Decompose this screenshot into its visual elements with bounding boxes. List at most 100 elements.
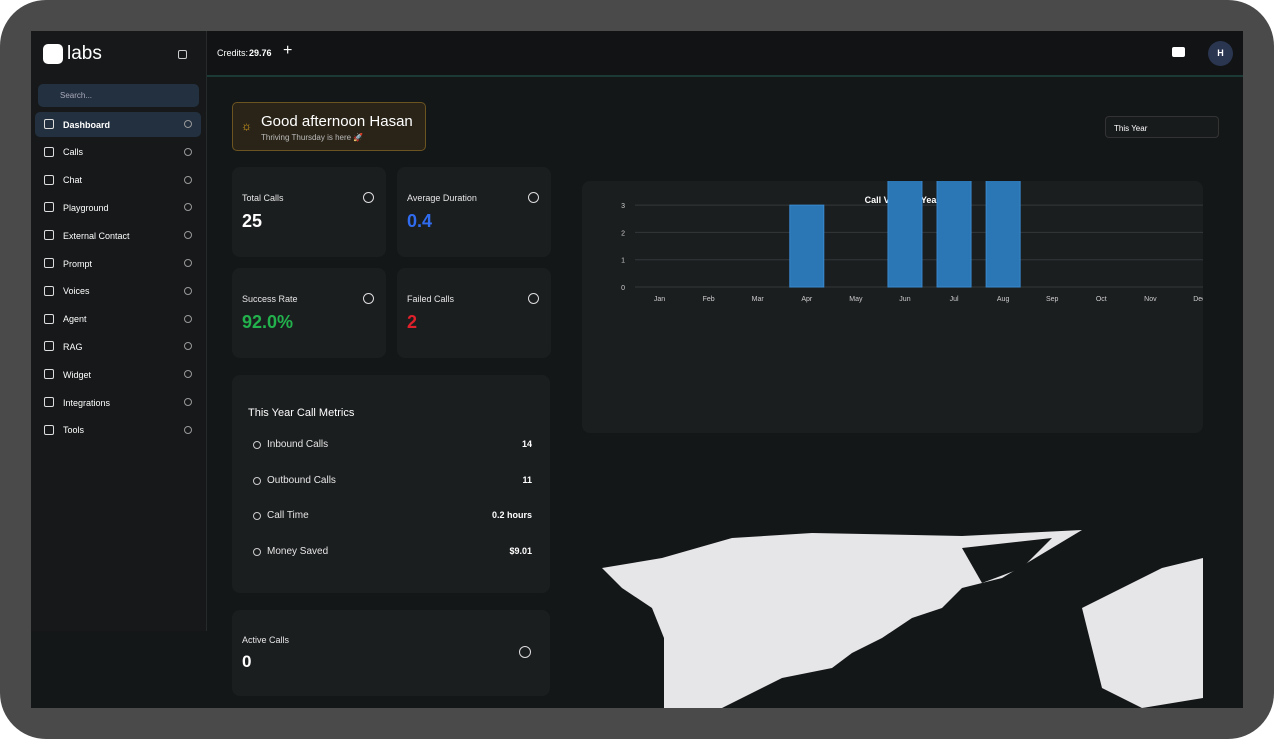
- star-icon[interactable]: [184, 342, 192, 351]
- logo-mark: [43, 44, 63, 64]
- x-tick-label: Nov: [1144, 296, 1157, 303]
- x-tick-label: Feb: [703, 296, 715, 303]
- bar: [985, 181, 1021, 288]
- star-icon[interactable]: [184, 398, 192, 406]
- chevron-icon[interactable]: [184, 425, 192, 434]
- star-icon[interactable]: [184, 231, 192, 240]
- metric-value: $9.01: [509, 545, 532, 556]
- nav-item[interactable]: Widget: [35, 362, 201, 387]
- nav-icon: [44, 146, 54, 157]
- x-tick-label: May: [849, 296, 863, 303]
- metric-icon: [253, 476, 261, 485]
- nav-icon: [44, 313, 54, 324]
- metrics-card: This Year Call Metrics Inbound Calls 14 Ou…: [232, 375, 550, 593]
- period-filter[interactable]: This Year: [1105, 116, 1219, 138]
- x-tick-label: Jan: [654, 296, 665, 303]
- stat-label: Failed Calls: [407, 294, 455, 304]
- world-map: [602, 530, 1203, 708]
- y-tick-label: 0: [621, 285, 625, 292]
- credits-label: Credits:: [217, 48, 249, 58]
- map-land: [602, 530, 1082, 708]
- star-icon[interactable]: [184, 286, 192, 295]
- nav-item[interactable]: Calls: [35, 140, 201, 165]
- nav-item[interactable]: Integrations: [35, 390, 201, 415]
- nav-icon: [44, 258, 54, 268]
- sun-icon: ☼: [241, 119, 252, 133]
- metric-value: 11: [522, 474, 532, 485]
- stat-label: Total Calls: [242, 193, 284, 203]
- stat-icon: [363, 293, 374, 304]
- nav-item[interactable]: Dashboard: [35, 112, 201, 137]
- stat-card: Failed Calls 2: [397, 268, 551, 358]
- nav-icon: [44, 285, 54, 296]
- nav-item[interactable]: RAG: [35, 334, 201, 359]
- brand: labs: [67, 43, 102, 64]
- active-calls-card: Active Calls 0: [232, 610, 550, 696]
- stat-card: Total Calls 25: [232, 167, 386, 257]
- check-icon: [519, 646, 531, 658]
- x-tick-label: Oct: [1096, 296, 1107, 303]
- x-tick-label: Aug: [997, 296, 1010, 303]
- active-calls-label: Active Calls: [242, 635, 290, 645]
- y-tick-label: 1: [621, 258, 625, 265]
- nav-icon: [44, 202, 54, 213]
- nav-icon: [44, 397, 54, 407]
- nav-icon: [44, 369, 54, 380]
- map-water: [962, 538, 1052, 583]
- collapse-button[interactable]: [178, 50, 187, 59]
- credits-value: 29.76: [249, 48, 272, 58]
- x-tick-label: Mar: [752, 296, 765, 303]
- stat-value: 92.0%: [242, 312, 294, 332]
- greeting-banner: ☼ Good afternoon Hasan Thriving Thursday…: [232, 102, 426, 151]
- map-land: [1082, 558, 1203, 708]
- greeting-title: Good afternoon Hasan: [261, 113, 413, 130]
- star-icon[interactable]: [184, 314, 192, 323]
- stat-card: Average Duration 0.4: [397, 167, 551, 257]
- nav-icon: [44, 119, 54, 129]
- nav-icon: [44, 424, 54, 435]
- metric-label: Call Time: [267, 510, 309, 521]
- stat-icon: [528, 192, 539, 203]
- metric-icon: [253, 547, 261, 556]
- metric-value: 14: [521, 439, 532, 449]
- x-tick-label: Jul: [950, 296, 959, 303]
- nav-item[interactable]: Voices: [35, 279, 201, 304]
- nav-item[interactable]: Chat: [35, 168, 201, 193]
- search-input[interactable]: Search...: [38, 84, 199, 107]
- stat-value: 25: [242, 211, 263, 231]
- star-icon[interactable]: [184, 120, 192, 128]
- x-tick-label: Jun: [899, 296, 910, 303]
- star-icon[interactable]: [184, 370, 192, 379]
- chart-background: [582, 181, 1203, 433]
- nav-item[interactable]: Tools: [35, 418, 201, 443]
- avatar[interactable]: H: [1208, 41, 1233, 66]
- x-tick-label: Sep: [1046, 296, 1059, 303]
- metric-label: Money Saved: [267, 545, 329, 557]
- x-tick-label: Dec: [1193, 296, 1203, 303]
- star-icon[interactable]: [184, 203, 192, 212]
- stat-value: 0.4: [407, 211, 433, 231]
- stat-card: Success Rate 92.0%: [232, 268, 386, 358]
- nav-item[interactable]: External Contact: [35, 223, 201, 248]
- star-icon[interactable]: [184, 175, 192, 184]
- metric-icon: [253, 441, 261, 449]
- add-credits-button[interactable]: +: [283, 42, 293, 59]
- star-icon[interactable]: [184, 147, 192, 156]
- x-tick-label: Apr: [801, 296, 813, 303]
- metric-icon: [253, 512, 261, 520]
- stat-label: Success Rate: [242, 294, 298, 304]
- nav-item[interactable]: Playground: [35, 195, 201, 220]
- bar: [789, 204, 825, 288]
- metric-label: Outbound Calls: [267, 474, 336, 486]
- nav-icon: [44, 230, 54, 241]
- nav-item[interactable]: Agent: [35, 307, 201, 332]
- star-icon[interactable]: [184, 259, 192, 267]
- wallet-button[interactable]: [1172, 47, 1185, 57]
- greeting-subtitle: Thriving Thursday is here 🚀: [261, 133, 364, 142]
- nav-icon: [44, 341, 54, 352]
- stat-label: Average Duration: [407, 193, 477, 203]
- y-tick-label: 2: [621, 230, 625, 237]
- metric-label: Inbound Calls: [267, 439, 329, 450]
- topbar: Credits: 29.76 + H: [207, 31, 1243, 77]
- nav-item[interactable]: Prompt: [35, 251, 201, 276]
